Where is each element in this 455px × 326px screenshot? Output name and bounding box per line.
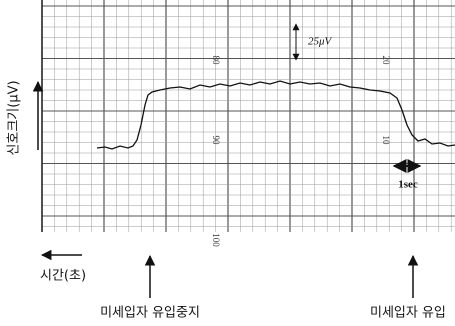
x-axis-label: 시간(초) (40, 269, 86, 284)
paper-number: 10 (381, 136, 391, 146)
annotation: 미세입자 유입 (370, 306, 446, 321)
y-axis-label: 신호크기(μV) (7, 80, 22, 155)
amplitude-scale-label: 25μV (308, 36, 333, 48)
time-scale-label: 1sec (398, 179, 418, 191)
recorder-paper (42, 0, 455, 232)
paper-number: 100 (211, 233, 221, 247)
paper-number: 20 (381, 56, 391, 66)
paper-number: 80 (211, 56, 221, 66)
paper-number: 90 (211, 136, 221, 146)
chart-recording: 80 20 90 10 100 25μV 1sec 신호크기(μV) 시간(초)… (0, 0, 455, 326)
signal-trace (97, 81, 455, 149)
annotation: 미세입자 유입중지 (100, 306, 200, 321)
